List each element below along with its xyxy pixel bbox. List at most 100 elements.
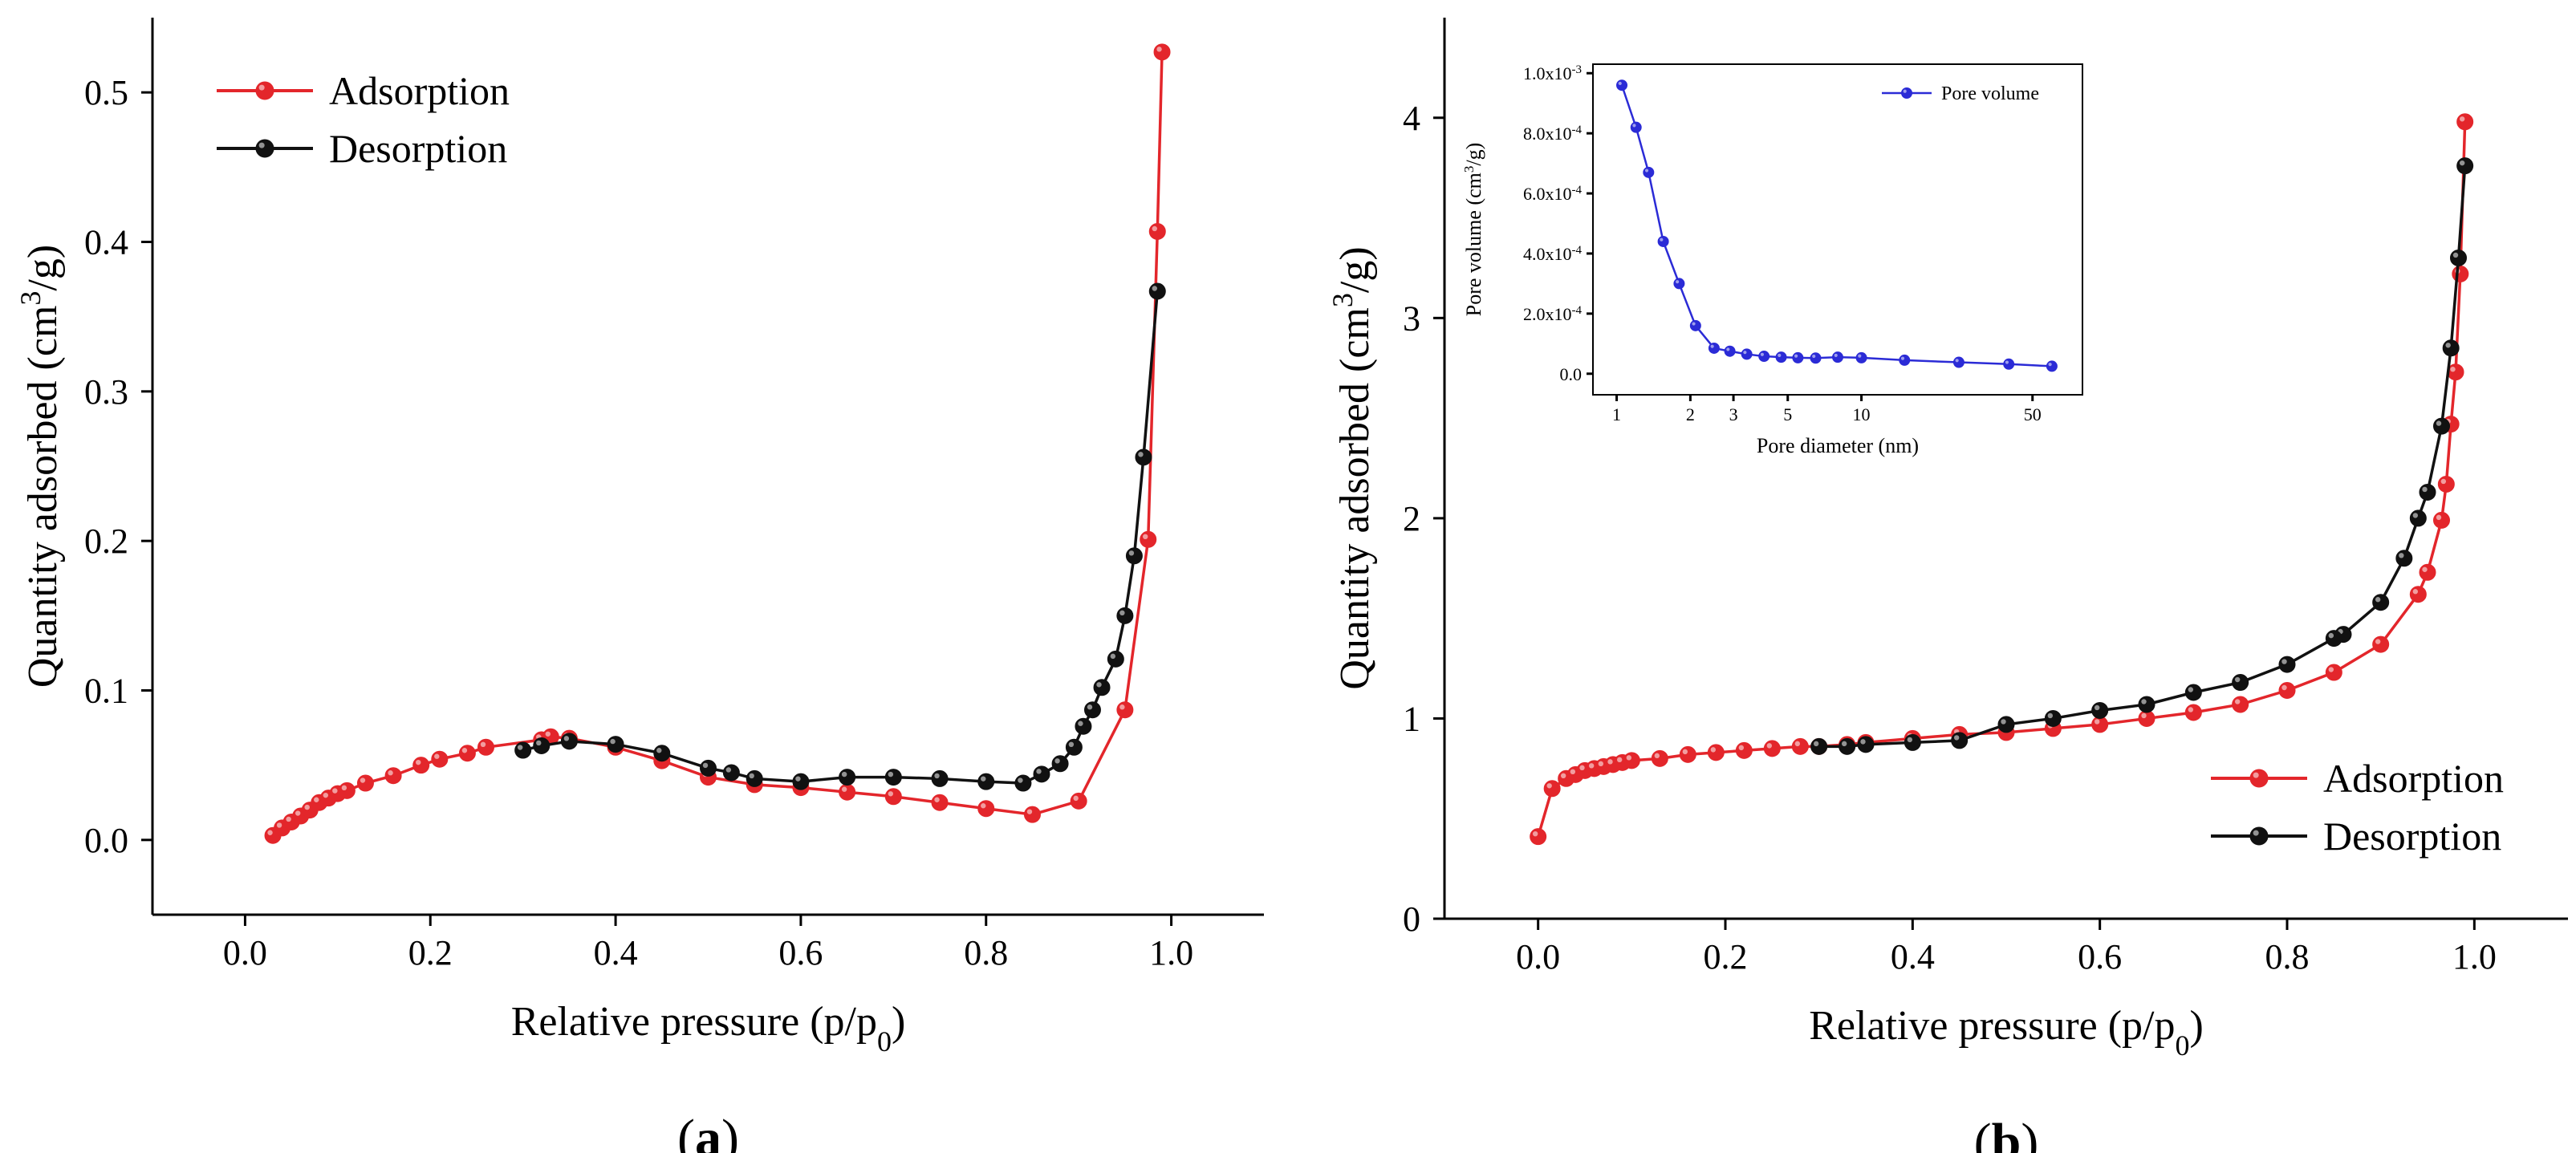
inset-legend-marker bbox=[1901, 87, 1912, 99]
data-point-desorption-highlight bbox=[2412, 513, 2419, 518]
data-point-adsorption bbox=[412, 757, 430, 774]
series-line-desorption bbox=[522, 290, 1160, 785]
legend-marker-desorption-highlight bbox=[258, 142, 265, 148]
inset-chart: 1 2 3 5 10 50 0.0 2.0x10-4 4.0x10-4 6.0x10-4 8.0x1… bbox=[1461, 63, 2083, 457]
data-point-desorption bbox=[1033, 765, 1050, 783]
inset-data-point-highlight bbox=[1676, 280, 1680, 284]
y-tick-label: 0.1 bbox=[84, 672, 128, 711]
data-point-adsorption-highlight bbox=[1654, 753, 1660, 759]
data-point-desorption bbox=[1051, 755, 1069, 773]
data-point-desorption-highlight bbox=[2445, 343, 2451, 348]
inset-y-tick-label: 6.0x10-4 bbox=[1523, 184, 1582, 204]
data-point-desorption-highlight bbox=[2436, 420, 2442, 426]
data-point-desorption bbox=[2456, 157, 2474, 175]
data-point-desorption-highlight bbox=[1841, 741, 1847, 747]
inset-data-point bbox=[1616, 79, 1628, 91]
data-point-adsorption-highlight bbox=[888, 791, 894, 797]
data-point-adsorption-highlight bbox=[1546, 783, 1552, 789]
inset-y-tick-label: 4.0x10-4 bbox=[1523, 244, 1582, 264]
x-tick-label: 0.4 bbox=[594, 933, 638, 972]
data-point-desorption bbox=[2433, 417, 2450, 435]
data-point-adsorption-highlight bbox=[286, 816, 291, 822]
x-tick-label: 0.2 bbox=[408, 933, 453, 972]
data-point-desorption bbox=[792, 773, 810, 790]
inset-data-point bbox=[1810, 352, 1822, 364]
data-point-adsorption bbox=[1543, 780, 1561, 798]
data-point-adsorption-highlight bbox=[267, 830, 273, 835]
inset-data-point-highlight bbox=[1812, 354, 1816, 359]
data-point-adsorption-highlight bbox=[2459, 116, 2465, 122]
inset-data-point bbox=[1724, 345, 1736, 357]
data-point-adsorption-highlight bbox=[2281, 684, 2287, 691]
x-tick-label: 0.0 bbox=[1516, 937, 1560, 976]
x-tick-label: 0.8 bbox=[964, 933, 1008, 972]
inset-legend-marker-highlight bbox=[1903, 89, 1907, 93]
data-point-adsorption-highlight bbox=[480, 741, 486, 748]
inset-data-point bbox=[1899, 354, 1911, 366]
inset-x-tick-label: 2 bbox=[1686, 404, 1695, 424]
data-point-desorption bbox=[700, 759, 717, 777]
data-point-desorption-highlight bbox=[1036, 769, 1042, 774]
inset-data-point-highlight bbox=[1778, 353, 1782, 357]
panel-a: 0.0 0.2 0.4 0.6 0.8 1.0 0.0 0.1 0.2 0.3 0.4 0.5 Rela… bbox=[14, 18, 1264, 1153]
data-point-adsorption-highlight bbox=[981, 803, 986, 809]
data-point-desorption-highlight bbox=[2188, 687, 2194, 692]
y-tick-label: 0.4 bbox=[84, 223, 128, 262]
inset-x-tick-label: 3 bbox=[1729, 404, 1738, 424]
data-point-adsorption bbox=[1116, 701, 1134, 719]
data-point-desorption bbox=[2442, 339, 2460, 357]
data-point-adsorption-highlight bbox=[1794, 741, 1801, 747]
data-point-desorption-highlight bbox=[1110, 653, 1116, 660]
data-point-desorption-highlight bbox=[517, 745, 523, 750]
inset-data-point-highlight bbox=[1955, 359, 1959, 363]
inset-data-point-highlight bbox=[1618, 81, 1622, 86]
inset-x-tick-label: 5 bbox=[1783, 404, 1792, 424]
data-point-desorption bbox=[1116, 607, 1134, 624]
data-point-adsorption-highlight bbox=[323, 792, 328, 798]
inset-data-point-highlight bbox=[1794, 354, 1798, 358]
inset-frame bbox=[1592, 63, 2083, 396]
inset-y-tick-label: 8.0x10-4 bbox=[1523, 124, 1582, 144]
x-tick-label: 0.2 bbox=[1704, 937, 1748, 976]
data-point-adsorption-highlight bbox=[314, 797, 319, 802]
data-point-desorption bbox=[1125, 547, 1143, 565]
data-point-adsorption-highlight bbox=[416, 759, 421, 765]
data-point-desorption bbox=[533, 737, 551, 754]
x-axis-title: Relative pressure (p/p0) bbox=[511, 999, 906, 1058]
data-point-desorption bbox=[746, 769, 763, 787]
data-point-adsorption-highlight bbox=[1766, 743, 1773, 749]
data-point-desorption bbox=[2325, 630, 2342, 648]
data-point-adsorption bbox=[1153, 43, 1171, 61]
data-point-adsorption-highlight bbox=[1119, 704, 1125, 710]
data-point-adsorption bbox=[1735, 741, 1753, 759]
data-point-desorption-highlight bbox=[2375, 597, 2381, 603]
data-point-desorption bbox=[1148, 282, 1166, 300]
y-tick-label: 0 bbox=[1403, 899, 1420, 939]
data-point-desorption-highlight bbox=[1907, 737, 1913, 743]
data-point-desorption bbox=[2184, 684, 2202, 701]
inset-data-point-highlight bbox=[2005, 360, 2009, 364]
data-point-adsorption bbox=[2232, 696, 2249, 713]
data-point-desorption-highlight bbox=[1096, 682, 1102, 688]
data-point-adsorption-highlight bbox=[2094, 719, 2100, 725]
y-tick-label: 1 bbox=[1403, 699, 1420, 738]
data-point-desorption-highlight bbox=[841, 771, 847, 777]
data-point-adsorption bbox=[1530, 828, 1547, 846]
data-point-desorption bbox=[2232, 674, 2249, 692]
legend-label-desorption: Desorption bbox=[329, 126, 507, 171]
data-point-adsorption-highlight bbox=[360, 777, 366, 783]
y-tick-label: 0.0 bbox=[84, 821, 128, 860]
y-tick-label: 2 bbox=[1403, 499, 1420, 538]
data-point-adsorption-highlight bbox=[1588, 763, 1595, 769]
data-point-adsorption-highlight bbox=[1152, 225, 1157, 232]
data-point-desorption bbox=[514, 741, 532, 759]
data-point-adsorption-highlight bbox=[1570, 769, 1576, 775]
data-point-desorption bbox=[2419, 483, 2436, 501]
data-point-desorption bbox=[977, 773, 995, 790]
data-point-adsorption bbox=[2372, 635, 2390, 653]
x-tick-label: 0.8 bbox=[2265, 937, 2310, 976]
data-point-desorption bbox=[2138, 696, 2155, 713]
data-point-desorption-highlight bbox=[1128, 550, 1135, 556]
inset-data-point-highlight bbox=[1726, 347, 1730, 351]
